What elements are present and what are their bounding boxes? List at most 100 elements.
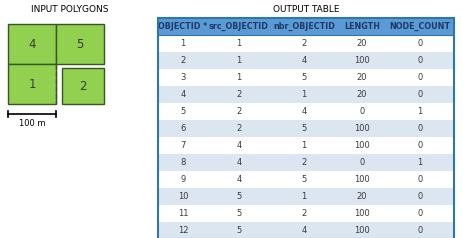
Text: 4: 4	[28, 38, 36, 50]
Bar	[158, 103, 208, 120]
Text: 5: 5	[237, 192, 242, 201]
Text: 2: 2	[237, 90, 242, 99]
Text: 5: 5	[301, 124, 307, 133]
Bar	[338, 18, 386, 35]
Text: 0: 0	[417, 73, 423, 82]
Bar	[208, 35, 270, 52]
Text: INPUT POLYGONS: INPUT POLYGONS	[31, 5, 109, 14]
Text: OBJECTID *: OBJECTID *	[158, 22, 207, 31]
Text: 0: 0	[359, 107, 365, 116]
Bar	[158, 120, 208, 137]
Text: 100: 100	[354, 124, 370, 133]
Bar	[158, 205, 208, 222]
Text: 100: 100	[354, 56, 370, 65]
Text: 0: 0	[417, 209, 423, 218]
Text: src_OBJECTID: src_OBJECTID	[209, 22, 269, 31]
Bar	[338, 69, 386, 86]
Bar	[270, 188, 338, 205]
Bar	[270, 69, 338, 86]
Bar	[8, 24, 56, 64]
Bar	[270, 18, 338, 35]
Bar	[158, 137, 208, 154]
Text: 1: 1	[237, 73, 242, 82]
Text: 1: 1	[301, 192, 307, 201]
Text: 7: 7	[180, 141, 186, 150]
Text: LENGTH: LENGTH	[344, 22, 380, 31]
Bar	[56, 24, 104, 64]
Text: 0: 0	[417, 39, 423, 48]
Bar	[386, 188, 454, 205]
Bar	[158, 188, 208, 205]
Bar	[208, 205, 270, 222]
Bar	[270, 205, 338, 222]
Text: 1: 1	[301, 141, 307, 150]
Bar	[338, 86, 386, 103]
Bar	[338, 52, 386, 69]
Bar	[386, 69, 454, 86]
Text: 100: 100	[354, 209, 370, 218]
Text: 1: 1	[417, 107, 423, 116]
Text: 9: 9	[181, 175, 186, 184]
Bar	[338, 35, 386, 52]
Text: 0: 0	[359, 158, 365, 167]
Bar	[270, 52, 338, 69]
Text: 5: 5	[237, 226, 242, 235]
Bar	[386, 205, 454, 222]
Bar	[386, 103, 454, 120]
Text: 6: 6	[180, 124, 186, 133]
Text: 100 m: 100 m	[19, 119, 45, 128]
Bar	[158, 171, 208, 188]
Text: 4: 4	[237, 141, 242, 150]
Bar	[208, 120, 270, 137]
Bar	[386, 137, 454, 154]
Bar	[208, 103, 270, 120]
Bar	[338, 222, 386, 238]
Text: 100: 100	[354, 141, 370, 150]
Text: 20: 20	[357, 192, 367, 201]
Bar	[338, 205, 386, 222]
Text: 100: 100	[354, 226, 370, 235]
Text: nbr_OBJECTID: nbr_OBJECTID	[273, 22, 335, 31]
Bar	[208, 86, 270, 103]
Text: 0: 0	[417, 90, 423, 99]
Bar	[158, 222, 208, 238]
Bar	[386, 52, 454, 69]
Bar	[270, 35, 338, 52]
Bar	[338, 137, 386, 154]
Bar	[270, 171, 338, 188]
Text: 1: 1	[237, 39, 242, 48]
Text: 5: 5	[301, 73, 307, 82]
Text: 5: 5	[237, 209, 242, 218]
Text: 4: 4	[237, 158, 242, 167]
Bar	[208, 222, 270, 238]
Text: 100: 100	[354, 175, 370, 184]
Bar	[158, 52, 208, 69]
Bar	[270, 222, 338, 238]
Bar	[270, 86, 338, 103]
Text: 4: 4	[301, 226, 307, 235]
Text: 0: 0	[417, 226, 423, 235]
Text: 5: 5	[181, 107, 186, 116]
Bar	[158, 18, 454, 238]
Text: 0: 0	[417, 124, 423, 133]
Text: 20: 20	[357, 73, 367, 82]
Text: 5: 5	[301, 175, 307, 184]
Text: 3: 3	[180, 73, 186, 82]
Bar	[8, 64, 56, 104]
Bar	[270, 154, 338, 171]
Text: 1: 1	[301, 90, 307, 99]
Bar	[208, 137, 270, 154]
Text: 1: 1	[417, 158, 423, 167]
Bar	[386, 86, 454, 103]
Bar	[158, 35, 208, 52]
Text: 0: 0	[417, 175, 423, 184]
Bar	[386, 154, 454, 171]
Text: 1: 1	[28, 78, 36, 90]
Text: 5: 5	[76, 38, 84, 50]
Text: 2: 2	[301, 209, 307, 218]
Bar	[158, 69, 208, 86]
Bar	[270, 103, 338, 120]
Text: 2: 2	[237, 124, 242, 133]
Bar	[338, 103, 386, 120]
Bar	[270, 137, 338, 154]
